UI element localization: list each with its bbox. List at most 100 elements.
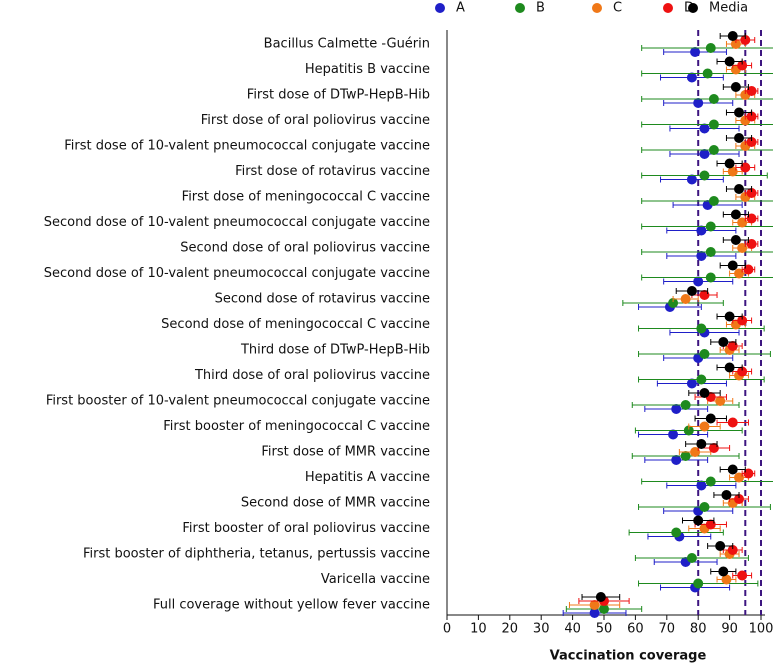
x-tick-label: 80 — [690, 622, 707, 637]
x-axis-label: Vaccination coverage — [550, 649, 707, 664]
dot — [699, 349, 710, 359]
dot — [690, 447, 701, 457]
dot — [693, 515, 704, 526]
legend-marker — [515, 3, 525, 13]
dot — [686, 286, 697, 296]
category-label: First dose of 10-valent pneumococcal con… — [64, 139, 430, 154]
dot — [721, 490, 732, 500]
category-label: Hepatitis A vaccine — [305, 470, 430, 485]
dot — [680, 294, 691, 304]
dot — [668, 429, 679, 440]
dot — [671, 404, 682, 414]
dot — [699, 170, 710, 181]
dot — [693, 578, 704, 589]
legend-label: C — [613, 1, 622, 16]
dot — [727, 464, 738, 475]
dot — [705, 247, 716, 257]
dot — [686, 378, 697, 389]
dot — [699, 290, 710, 300]
dot — [746, 111, 757, 122]
category-label: Third dose of oral poliovirus vaccine — [194, 368, 430, 383]
dot — [734, 268, 745, 279]
dot — [737, 315, 748, 326]
dot — [730, 209, 741, 220]
category-label: Bacillus Calmette -Guérin — [264, 37, 430, 52]
dot — [734, 107, 745, 118]
dot — [693, 98, 704, 108]
dot — [705, 272, 716, 283]
dot — [743, 264, 754, 275]
dot — [705, 519, 716, 530]
dot — [721, 574, 732, 585]
category-label: First dose of oral poliovirus vaccine — [201, 113, 430, 128]
dot — [671, 527, 682, 538]
category-label: Full coverage without yellow fever vacci… — [153, 598, 430, 613]
dot — [724, 56, 735, 67]
dot — [730, 39, 741, 49]
dot — [743, 468, 754, 479]
dot — [696, 439, 707, 449]
dot — [737, 243, 748, 253]
category-label: Varicella vaccine — [321, 572, 430, 587]
dot — [680, 451, 691, 461]
dot — [683, 425, 694, 436]
dot — [724, 362, 735, 373]
dot — [699, 502, 710, 512]
category-label: First dose of meningococcal C vaccine — [182, 190, 430, 205]
dot — [696, 225, 707, 236]
dot — [705, 43, 716, 53]
category-label: Second dose of MMR vaccine — [241, 496, 430, 511]
category-label: First booster of meningococcal C vaccine — [163, 419, 430, 434]
dot — [715, 541, 726, 551]
dot — [708, 443, 719, 453]
dot — [696, 251, 707, 261]
dot — [734, 184, 745, 194]
dot — [589, 600, 600, 610]
legend-label: Media — [709, 1, 748, 16]
category-label: First dose of DTwP-HepB-Hib — [247, 88, 430, 103]
dot — [595, 592, 606, 602]
x-tick-label: 30 — [533, 622, 550, 637]
category-label: First booster of 10-valent pneumococcal … — [46, 394, 430, 409]
dot — [699, 421, 710, 432]
dot — [589, 608, 600, 618]
dot — [705, 413, 716, 424]
dot — [686, 553, 697, 563]
x-tick-label: 50 — [596, 622, 613, 637]
dot — [696, 374, 707, 385]
legend-marker — [688, 3, 698, 13]
dot — [737, 60, 748, 71]
dot — [686, 174, 697, 185]
legend-marker — [435, 3, 445, 13]
x-tick-label: 100 — [749, 622, 773, 637]
dot — [746, 137, 757, 147]
dot — [705, 476, 716, 487]
dot — [715, 396, 726, 406]
dot — [727, 341, 738, 351]
dot — [727, 31, 738, 41]
category-label: First dose of MMR vaccine — [261, 445, 430, 460]
dot — [734, 472, 745, 483]
x-tick-label: 70 — [659, 622, 676, 637]
x-tick-label: 0 — [443, 622, 451, 637]
dot — [724, 311, 735, 322]
dot — [680, 400, 691, 410]
dot — [699, 149, 710, 159]
legend-label: A — [456, 1, 465, 16]
category-label: Second dose of rotavirus vaccine — [215, 292, 430, 307]
dot — [668, 298, 679, 308]
category-label: Second dose of meningococcal C vaccine — [161, 317, 430, 332]
dot — [746, 86, 757, 96]
dot — [727, 417, 738, 428]
dot — [734, 494, 745, 504]
legend-label: B — [536, 1, 545, 16]
dot — [690, 47, 701, 57]
legend-marker — [592, 3, 602, 13]
dot — [708, 94, 719, 104]
dot — [702, 68, 713, 79]
category-label: First booster of diphtheria, tetanus, pe… — [83, 547, 430, 562]
category-label: Third dose of DTwP-HepB-Hib — [240, 343, 430, 358]
dot — [708, 145, 719, 155]
dot — [708, 196, 719, 206]
